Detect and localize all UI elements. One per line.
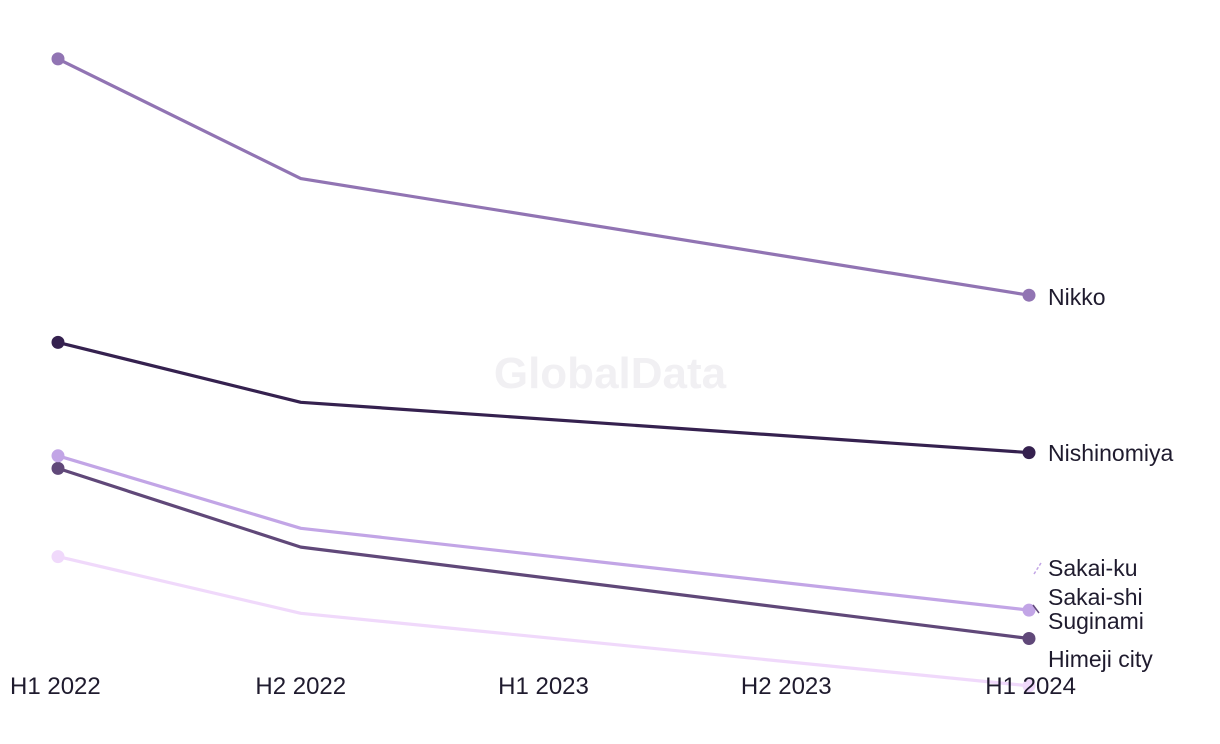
series-line-sakai-ku: [56, 454, 1031, 612]
series-label-nishinomiya: Nishinomiya: [1048, 440, 1173, 466]
series-label-himeji-city: Himeji city: [1048, 646, 1153, 672]
series-point-nikko-end: [1022, 288, 1036, 302]
series-label-nikko: Nikko: [1048, 284, 1106, 310]
leader-line-sakai-shi: [1032, 604, 1040, 614]
series-point-sakai-shi-end: [1022, 632, 1036, 645]
series-line-nikko: [56, 57, 1031, 297]
series-label-sakai-ku: Sakai-ku: [1048, 555, 1137, 581]
x-tick-label-h1-2023: H1 2023: [498, 673, 589, 700]
series-label-sakai-shi: Sakai-shi: [1048, 584, 1143, 610]
x-tick-label-h1-2024: H1 2024: [985, 673, 1076, 700]
watermark: GlobalData: [494, 349, 727, 398]
series-point-himeji-city-end: [1022, 679, 1036, 693]
x-axis: H1 2022 H2 2022 H1 2023 H2 2023 H1 2024: [10, 673, 1076, 700]
series-line-sakai-shi: [56, 466, 1031, 641]
series-line-himeji-city: [56, 554, 1031, 688]
series-layer: [51, 52, 1036, 693]
series-point-himeji-city-start: [51, 550, 65, 564]
series-point-nishinomiya-end: [1022, 446, 1036, 460]
series-label-suginami: Suginami: [1048, 608, 1144, 634]
series-line-nishinomiya: [56, 340, 1031, 455]
series-point-sakai-ku-end: [1022, 603, 1036, 617]
x-tick-label-h2-2022: H2 2022: [255, 673, 346, 700]
x-tick-label-h1-2022: H1 2022: [10, 673, 101, 700]
x-tick-label-h2-2023: H2 2023: [741, 673, 832, 700]
leader-line-sakai-ku: [1033, 562, 1042, 575]
series-point-sakai-ku-start: [51, 449, 65, 463]
series-label-layer: Nikko Nishinomiya Sakai-ku Sakai-shiSuginam…: [1032, 284, 1173, 672]
series-point-sakai-shi-start: [51, 461, 65, 475]
series-point-nikko-start: [51, 52, 65, 66]
series-point-nishinomiya-start: [51, 335, 65, 349]
